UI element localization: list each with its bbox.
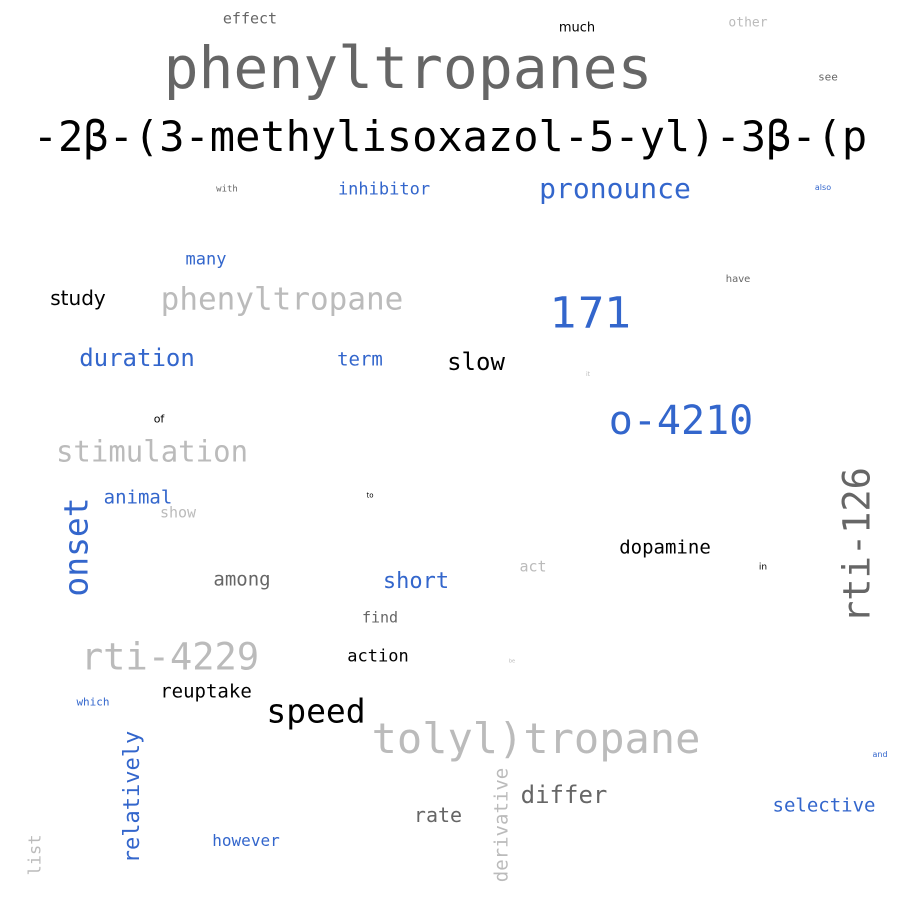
word-derivative: derivative <box>490 767 513 883</box>
word-methylisoxazol: -2β-(3-methylisoxazol-5-yl)-3β-(p <box>32 112 868 161</box>
word-differ: differ <box>520 781 608 809</box>
word-onset: onset <box>56 497 96 597</box>
word-find: find <box>361 608 399 627</box>
word-speed: speed <box>266 691 366 731</box>
word-relatively: relatively <box>120 730 145 864</box>
word-it: it <box>585 371 591 378</box>
word-dopamine: dopamine <box>619 536 711 559</box>
word-also: also <box>814 183 832 192</box>
word-term: term <box>337 348 383 371</box>
word-rti-126: rti-126 <box>835 467 879 623</box>
word-tolyl-tropane: tolyl)tropane <box>371 714 701 763</box>
word-action: action <box>347 646 409 667</box>
word-phenyltropane: phenyltropane <box>160 281 404 318</box>
word-duration: duration <box>79 344 195 372</box>
word-other: other <box>728 15 768 31</box>
word-show: show <box>159 503 197 522</box>
word-be: be <box>508 658 516 665</box>
word-see: see <box>818 70 838 84</box>
word-rate: rate <box>413 803 463 827</box>
word-inhibitor: inhibitor <box>337 179 431 200</box>
word-effect: effect <box>222 9 278 28</box>
word-to: to <box>366 491 374 500</box>
word-act: act <box>519 557 547 576</box>
word-171: 171 <box>549 288 633 339</box>
word-animal: animal <box>103 486 173 509</box>
word-list: list <box>25 834 46 876</box>
word-much: much <box>558 20 596 36</box>
word-slow: slow <box>447 348 505 376</box>
word-and: and <box>872 750 888 759</box>
word-however: however <box>212 831 280 850</box>
word-many: many <box>185 249 227 270</box>
word-with: with <box>216 184 238 195</box>
word-phenyltropanes: phenyltropanes <box>163 34 653 102</box>
word-in: in <box>758 562 768 573</box>
word-among: among <box>213 568 271 591</box>
word-selective: selective <box>772 794 876 817</box>
word-pronounce: pronounce <box>539 172 691 205</box>
word-stimulation: stimulation <box>55 434 249 469</box>
word-short: short <box>382 569 450 594</box>
word-which: which <box>76 695 110 709</box>
word-o-4210: o-4210 <box>608 398 754 444</box>
word-of: of <box>153 412 165 426</box>
word-reuptake: reuptake <box>160 680 252 703</box>
word-rti-4229: rti-4229 <box>80 635 260 679</box>
word-have: have <box>725 274 751 285</box>
word-study: study <box>50 286 106 310</box>
